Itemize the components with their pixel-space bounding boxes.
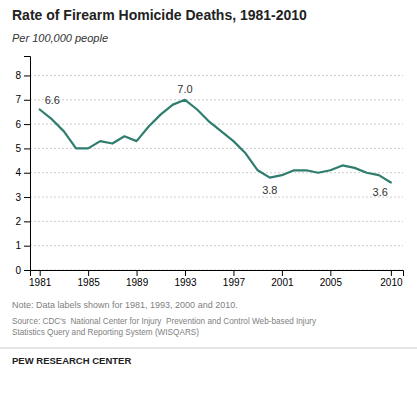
grid-line (30, 172, 403, 173)
x-axis: 1981 1985 1989 1993 1997 2001 2005 2010 (29, 270, 403, 288)
data-label: 7.0 (177, 83, 192, 95)
data-label: 3.8 (262, 184, 277, 196)
grid-line (30, 221, 403, 222)
line (40, 100, 391, 183)
source-line: Statistics Query and Reporting System (W… (12, 328, 199, 337)
y-tick-label: 8 (15, 70, 21, 81)
x-tick-label: 2005 (320, 277, 343, 288)
y-tick: 0 (15, 265, 30, 276)
x-tick-mark (88, 270, 89, 276)
note: Note: Data labels shown for 1981, 1993, … (12, 300, 238, 310)
y-tick-mark (24, 221, 30, 222)
x-tick-label: 1981 (29, 277, 52, 288)
y-tick-label: 2 (15, 216, 21, 227)
y-tick: 2 (15, 216, 30, 227)
x-tick-mark (185, 270, 186, 276)
grid-line (30, 99, 403, 100)
y-tick-label: 3 (15, 192, 21, 203)
y-tick: 6 (15, 119, 30, 130)
x-tick-mark (137, 270, 138, 276)
grid (30, 75, 403, 270)
y-tick-mark (24, 173, 30, 174)
data-label: 6.6 (45, 94, 60, 106)
y-tick-label: 7 (15, 94, 21, 105)
chart: Rate of Firearm Homicide Deaths, 1981-20… (0, 0, 417, 395)
y-tick-mark (24, 100, 30, 101)
x-tick: 1985 (78, 270, 101, 288)
x-tick-mark (391, 270, 392, 276)
x-tick: 1981 (29, 270, 52, 288)
data-labels: 6.6 7.0 3.8 3.6 (45, 83, 388, 199)
x-axis-line (31, 271, 404, 277)
source: Source: CDC's National Center for Injury… (12, 317, 317, 337)
y-tick-mark (24, 270, 30, 271)
y-tick-label: 6 (15, 119, 21, 130)
x-tick-label: 2001 (271, 277, 294, 288)
grid-line (30, 245, 403, 246)
y-tick-mark (24, 75, 30, 76)
x-tick-mark (233, 270, 234, 276)
y-tick-label: 4 (15, 167, 21, 178)
y-tick-mark (24, 124, 30, 125)
x-tick-label: 1993 (174, 277, 197, 288)
x-tick-label: 2010 (380, 277, 403, 288)
x-tick-mark (330, 270, 331, 276)
marks (40, 100, 391, 183)
grid-line (30, 75, 403, 76)
y-axis-line (24, 57, 31, 271)
x-tick: 1997 (223, 270, 246, 288)
x-tick: 2005 (320, 270, 343, 288)
y-tick: 5 (15, 143, 30, 154)
y-tick-label: 1 (15, 240, 21, 251)
x-tick: 1989 (126, 270, 149, 288)
x-tick-label: 1985 (78, 277, 101, 288)
source-line: Source: CDC's National Center for Injury… (12, 317, 317, 326)
plot: 0 1 2 3 4 5 6 7 8 1981 1985 1989 1993 1997 2001 2005 201… (15, 57, 403, 289)
grid-line (30, 124, 403, 125)
title: Rate of Firearm Homicide Deaths, 1981-20… (12, 7, 307, 23)
y-tick-mark (24, 197, 30, 198)
x-tick-label: 1997 (223, 277, 246, 288)
x-tick-mark (282, 270, 283, 276)
y-tick-label: 5 (15, 143, 21, 154)
x-tick: 2010 (380, 270, 403, 288)
y-tick-mark (24, 246, 30, 247)
y-tick: 7 (15, 94, 30, 105)
x-tick-mark (40, 270, 41, 276)
separator (0, 348, 417, 349)
x-tick: 2001 (271, 270, 294, 288)
y-tick-mark (24, 148, 30, 149)
y-tick-label: 0 (15, 265, 21, 276)
y-tick: 8 (15, 70, 30, 81)
x-tick: 1993 (174, 270, 197, 288)
y-tick: 3 (15, 192, 30, 203)
y-tick: 1 (15, 240, 30, 251)
grid-line (30, 197, 403, 198)
y-axis: 0 1 2 3 4 5 6 7 8 (15, 57, 30, 276)
x-tick-label: 1989 (126, 277, 149, 288)
y-axis-label: Per 100,000 people (12, 32, 108, 44)
footer: PEW RESEARCH CENTER (12, 355, 131, 366)
data-label: 3.6 (373, 186, 388, 198)
y-tick: 4 (15, 167, 30, 178)
